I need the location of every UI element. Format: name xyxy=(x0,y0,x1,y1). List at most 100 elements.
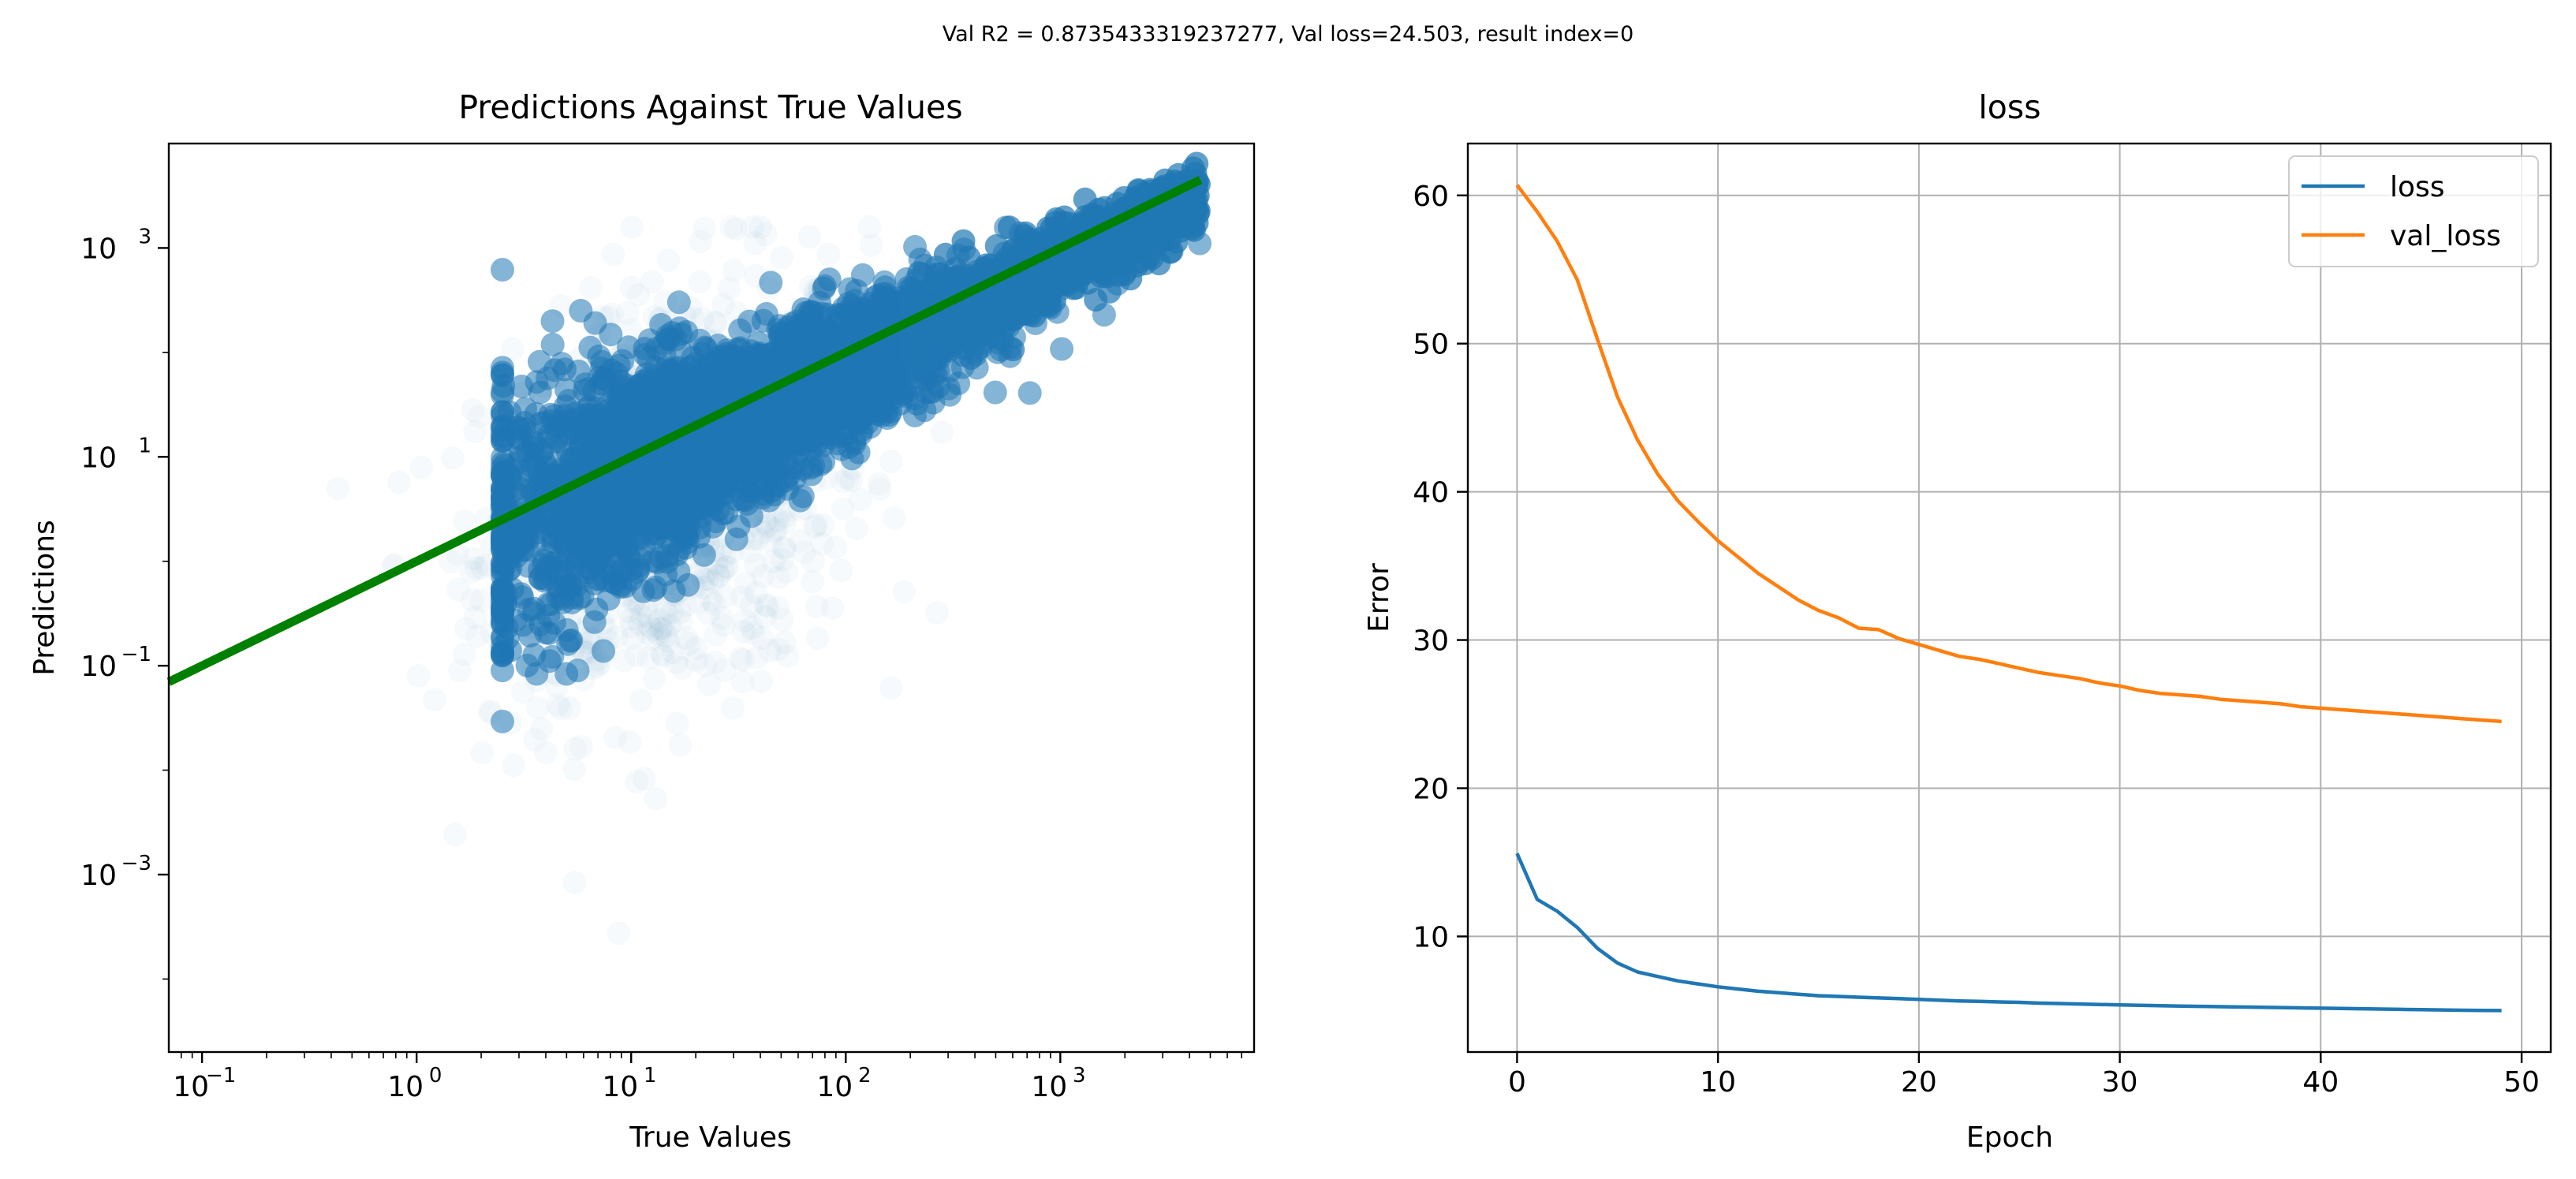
scatter-point xyxy=(693,217,716,241)
scatter-point xyxy=(749,670,773,693)
scatter-point xyxy=(857,215,881,239)
scatter-point xyxy=(770,246,793,270)
scatter-point xyxy=(579,276,603,300)
scatter-point xyxy=(933,242,958,267)
scatter-point xyxy=(618,730,642,754)
scatter-point xyxy=(881,350,905,375)
scatter-point xyxy=(834,300,859,324)
scatter-point xyxy=(491,644,514,667)
scatter-point xyxy=(678,468,703,492)
scatter-point xyxy=(739,420,763,445)
scatter-point xyxy=(701,494,725,518)
scatter-point xyxy=(648,376,672,401)
scatter-point xyxy=(642,667,666,691)
scatter-point xyxy=(620,215,644,239)
scatter-point xyxy=(717,277,741,300)
scatter-point xyxy=(407,664,431,688)
scatter-point xyxy=(657,248,681,272)
scatter-point xyxy=(534,507,558,532)
scatter-point xyxy=(760,391,785,416)
scatter-point xyxy=(837,375,861,400)
scatter-point xyxy=(772,535,796,559)
scatter-point xyxy=(666,290,691,315)
scatter-point xyxy=(688,270,711,293)
scatter-point xyxy=(461,398,484,422)
scatter-point xyxy=(641,578,666,603)
scatter-point xyxy=(697,472,722,496)
scatter-point xyxy=(515,459,539,483)
scatter-point xyxy=(423,688,446,711)
scatter-point xyxy=(903,235,928,259)
scatter-point xyxy=(540,309,565,334)
scatter-points xyxy=(387,151,1212,811)
scatter-point xyxy=(569,735,593,759)
scatter-point xyxy=(704,623,727,647)
scatter-point xyxy=(879,450,903,473)
scatter-point xyxy=(649,312,674,337)
scatter-point xyxy=(506,415,529,439)
scatter-point xyxy=(930,420,954,444)
scatter-point xyxy=(756,595,779,618)
scatter-point xyxy=(763,483,786,507)
scatter-point xyxy=(441,446,465,470)
scatter-point xyxy=(491,595,514,619)
scatter-point xyxy=(622,503,647,528)
scatter-point xyxy=(743,231,767,255)
scatter-point xyxy=(644,787,667,811)
scatter-point xyxy=(817,242,841,266)
scatter-point xyxy=(525,662,549,686)
scatter-plot: Predictions Against True Values 10−1 10 0 1… xyxy=(28,88,1256,1154)
scatter-point xyxy=(724,527,749,551)
scatter-point xyxy=(845,517,868,540)
scatter-point xyxy=(652,332,677,356)
scatter-point xyxy=(592,639,615,663)
scatter-point xyxy=(491,379,514,404)
scatter-point xyxy=(495,616,519,640)
scatter-point xyxy=(566,659,590,683)
scatter-point xyxy=(805,626,829,650)
scatter-point xyxy=(634,460,659,484)
scatter-point xyxy=(765,455,790,479)
scatter-point xyxy=(387,471,411,494)
scatter-point xyxy=(883,506,906,530)
scatter-point xyxy=(625,770,648,794)
scatter-point xyxy=(759,270,783,295)
scatter-point xyxy=(796,319,820,343)
scatter-point xyxy=(719,430,744,453)
scatter-point xyxy=(592,428,616,453)
scatter-point xyxy=(665,712,689,736)
scatter-point xyxy=(543,358,567,382)
scatter-point xyxy=(521,430,546,454)
scatter-point xyxy=(491,554,514,579)
scatter-point xyxy=(615,373,640,397)
scatter-point xyxy=(461,588,484,612)
scatter-point xyxy=(491,258,514,282)
scatter-point xyxy=(491,360,514,385)
scatter-point xyxy=(582,610,607,634)
scatter-point xyxy=(616,335,640,360)
scatter-point xyxy=(801,550,825,573)
scatter-point xyxy=(677,402,701,427)
scatter-point xyxy=(665,651,689,674)
scatter-point xyxy=(491,709,514,733)
scatter-point xyxy=(767,565,790,589)
scatter-point xyxy=(701,514,725,539)
scatter-point xyxy=(492,453,517,477)
scatter-point xyxy=(510,585,535,610)
scatter-point xyxy=(830,558,853,582)
scatter-point xyxy=(849,487,872,511)
scatter-point xyxy=(879,676,903,700)
scatter-point xyxy=(560,590,584,614)
scatter-point xyxy=(861,379,885,403)
scatter-point xyxy=(685,636,708,660)
scatter-point xyxy=(470,741,494,765)
scatter-title: Predictions Against True Values xyxy=(458,88,962,126)
scatter-point xyxy=(754,302,778,326)
scatter-point xyxy=(651,507,675,532)
scatter-point xyxy=(697,673,721,696)
scatter-point xyxy=(618,402,643,426)
scatter-point xyxy=(601,242,625,266)
scatter-point xyxy=(619,276,643,300)
scatter-point xyxy=(1050,337,1074,361)
scatter-point xyxy=(409,456,433,479)
